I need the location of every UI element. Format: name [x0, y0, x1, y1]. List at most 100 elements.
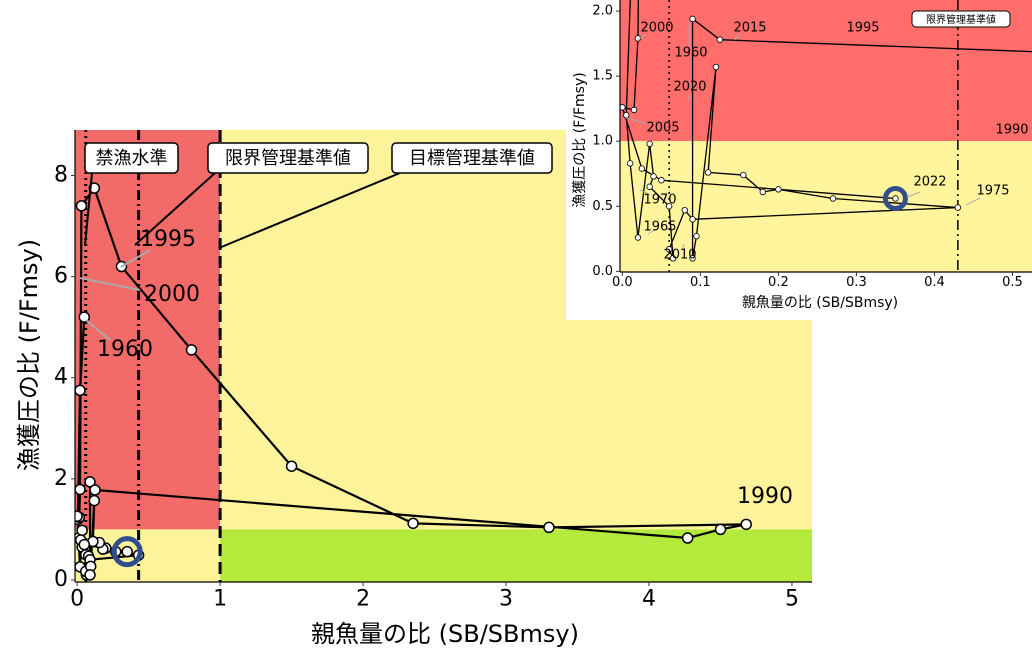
- data-point: [185, 344, 198, 356]
- y-axis-title: 漁獲圧の比 (F/Fmsy): [15, 239, 43, 471]
- data-point: [704, 169, 712, 176]
- data-point: [650, 173, 657, 180]
- data-point: [954, 204, 962, 211]
- x-tick-label: 0.2: [768, 275, 789, 290]
- data-point: [623, 111, 630, 119]
- data-point: [78, 538, 91, 551]
- year-leader: [120, 249, 151, 268]
- year-label: 2022: [913, 175, 946, 190]
- y-tick-label: 6: [54, 264, 68, 289]
- data-point: [669, 255, 677, 262]
- year-label: 1960: [674, 46, 707, 61]
- data-point: [829, 195, 837, 202]
- year-leader: [647, 229, 656, 235]
- data-point: [740, 518, 752, 531]
- yellow-zone: [75, 529, 221, 582]
- label-leader: [218, 172, 401, 249]
- data-point: [75, 200, 88, 212]
- data-point: [638, 165, 646, 172]
- y-tick-label: 8: [54, 163, 68, 188]
- data-point: [407, 517, 419, 530]
- label-leader: [84, 172, 93, 246]
- green-zone: [220, 529, 812, 582]
- reference-label-box: [391, 142, 553, 174]
- reference-label-box: [911, 10, 1011, 28]
- data-point: [620, 104, 626, 111]
- reference-label: 禁漁水準: [96, 148, 168, 169]
- year-label: 2020: [673, 80, 706, 95]
- year-leader: [639, 189, 651, 196]
- current-year-highlight: [882, 185, 908, 211]
- data-point: [689, 216, 696, 223]
- reference-label-box: [84, 142, 179, 174]
- data-point: [75, 483, 86, 496]
- year-label: 1995: [846, 21, 879, 36]
- data-point: [681, 532, 694, 544]
- x-tick-label: 4: [642, 587, 656, 612]
- year-leader: [681, 243, 685, 251]
- year-label: 1970: [643, 193, 676, 208]
- data-point: [84, 569, 96, 581]
- x-tick-label: 0.5: [1002, 275, 1023, 290]
- year-leader: [734, 33, 741, 41]
- data-point: [75, 510, 83, 523]
- year-leader: [906, 191, 921, 198]
- year-label: 1960: [97, 337, 153, 362]
- data-point: [681, 206, 688, 214]
- year-leader: [79, 277, 141, 291]
- data-point: [626, 160, 634, 167]
- reference-label-box: [207, 142, 369, 174]
- data-point: [665, 246, 673, 253]
- y-tick-label: 2: [54, 466, 68, 491]
- data-point: [285, 460, 298, 472]
- data-point: [646, 140, 653, 148]
- x-tick-label: 2: [356, 587, 370, 612]
- data-point: [121, 545, 133, 558]
- x-tick-label: 5: [785, 587, 799, 612]
- year-leader: [85, 319, 111, 341]
- reference-label: 目標管理基準値: [409, 148, 535, 169]
- year-label: 2010: [663, 248, 696, 263]
- year-label: 1965: [643, 220, 676, 235]
- y-tick-label: 0.5: [592, 199, 613, 214]
- data-point: [84, 476, 96, 488]
- year-leader: [637, 33, 647, 41]
- data-point: [665, 203, 673, 210]
- current-year-highlight: [111, 536, 143, 568]
- x-tick-label: 1: [213, 587, 227, 612]
- year-leader: [687, 94, 691, 101]
- year-label: 2015: [733, 21, 766, 36]
- data-point: [76, 524, 88, 537]
- data-point: [712, 63, 720, 71]
- data-point: [88, 182, 101, 194]
- data-point: [689, 255, 696, 262]
- year-label: 1990: [737, 484, 793, 509]
- x-tick-label: 0.3: [846, 275, 867, 290]
- data-point: [89, 484, 101, 496]
- y-tick-label: 1.0: [592, 134, 613, 149]
- data-point: [740, 171, 747, 179]
- data-point: [689, 15, 696, 23]
- x-tick-label: 0.4: [924, 275, 945, 290]
- data-point: [716, 36, 724, 43]
- x-tick-label: 0.1: [690, 275, 711, 290]
- year-label: 1995: [140, 227, 196, 252]
- reference-label: 限界管理基準値: [225, 148, 351, 169]
- y-axis-title: 漁獲圧の比 (F/Fmsy): [572, 72, 588, 207]
- y-tick-label: 0: [54, 567, 68, 592]
- trajectory-line: [621, 0, 1032, 259]
- year-leader: [625, 117, 649, 125]
- data-point: [630, 106, 638, 114]
- x-axis-title: 親魚量の比 (SB/SBmsy): [311, 620, 579, 648]
- plot-area: [75, 130, 812, 582]
- y-tick-label: 0.0: [592, 264, 613, 279]
- label-leader: [134, 172, 216, 246]
- plot-area: [620, 0, 1032, 272]
- x-tick-label: 3: [499, 587, 513, 612]
- x-tick-label: 0: [70, 587, 84, 612]
- reference-label: 限界管理基準値: [926, 13, 996, 26]
- x-tick-label: 0.0: [612, 275, 633, 290]
- data-point: [646, 183, 653, 190]
- y-tick-label: 2.0: [592, 4, 613, 19]
